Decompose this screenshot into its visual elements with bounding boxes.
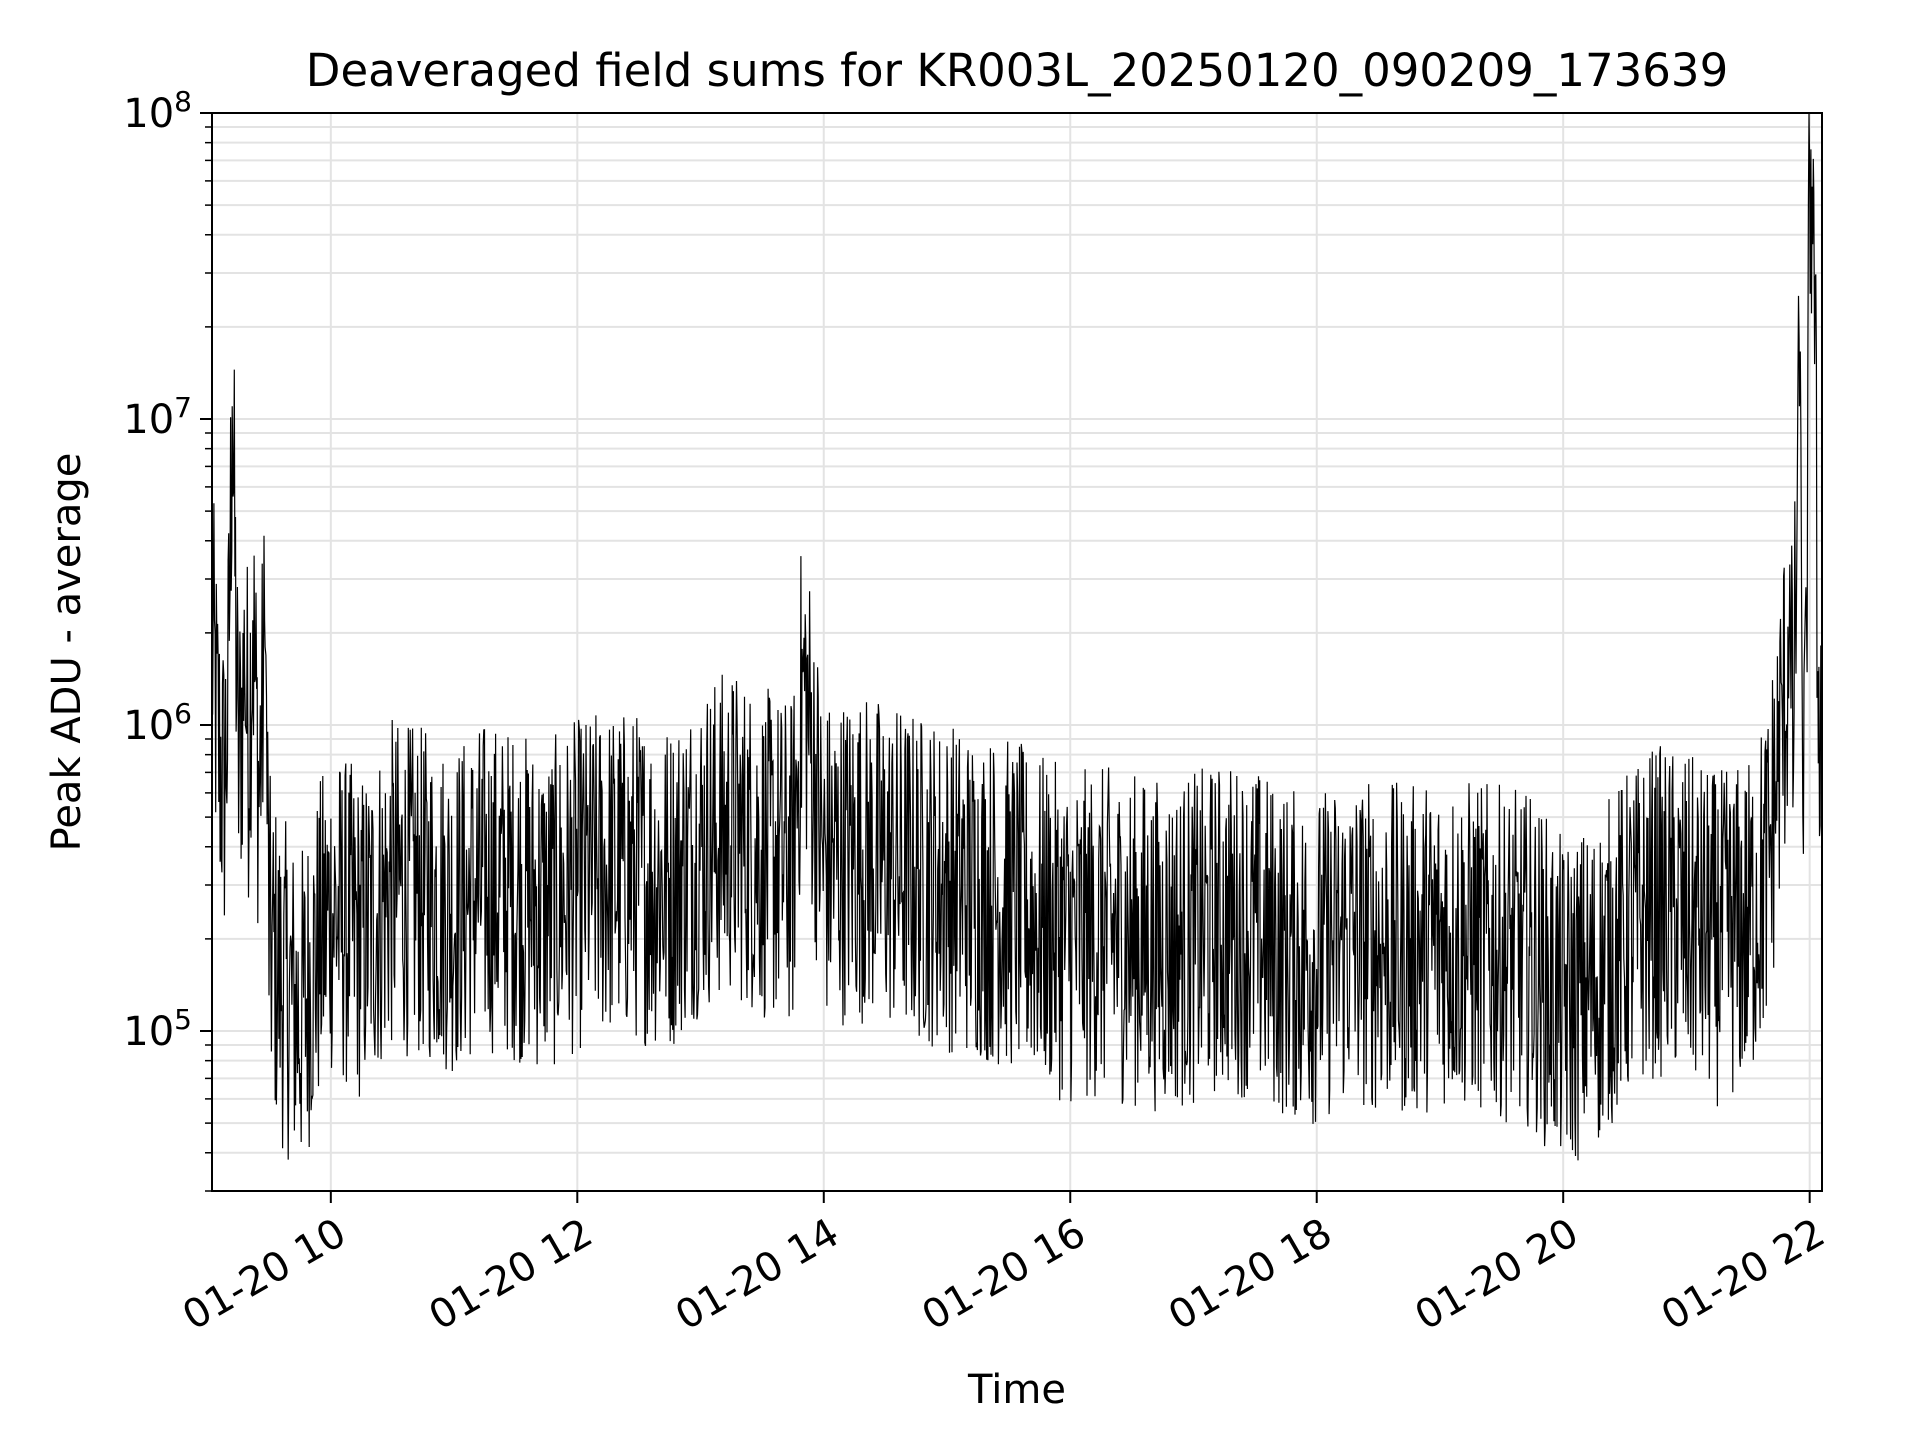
y-axis-label: Peak ADU - average bbox=[44, 453, 90, 852]
y-tick-label: 106 bbox=[123, 697, 192, 749]
series-line bbox=[212, 113, 1822, 1161]
chart-title: Deaveraged field sums for KR003L_2025012… bbox=[306, 44, 1728, 97]
plot-area bbox=[212, 113, 1822, 1161]
y-axis: 105 106 107 108 bbox=[123, 85, 212, 1192]
y-tick-label: 105 bbox=[123, 1003, 192, 1055]
plot-frame bbox=[211, 112, 1823, 1192]
y-tick-label: 107 bbox=[123, 391, 192, 443]
y-tick-label: 108 bbox=[123, 85, 192, 137]
x-axis-label: Time bbox=[967, 1367, 1066, 1413]
